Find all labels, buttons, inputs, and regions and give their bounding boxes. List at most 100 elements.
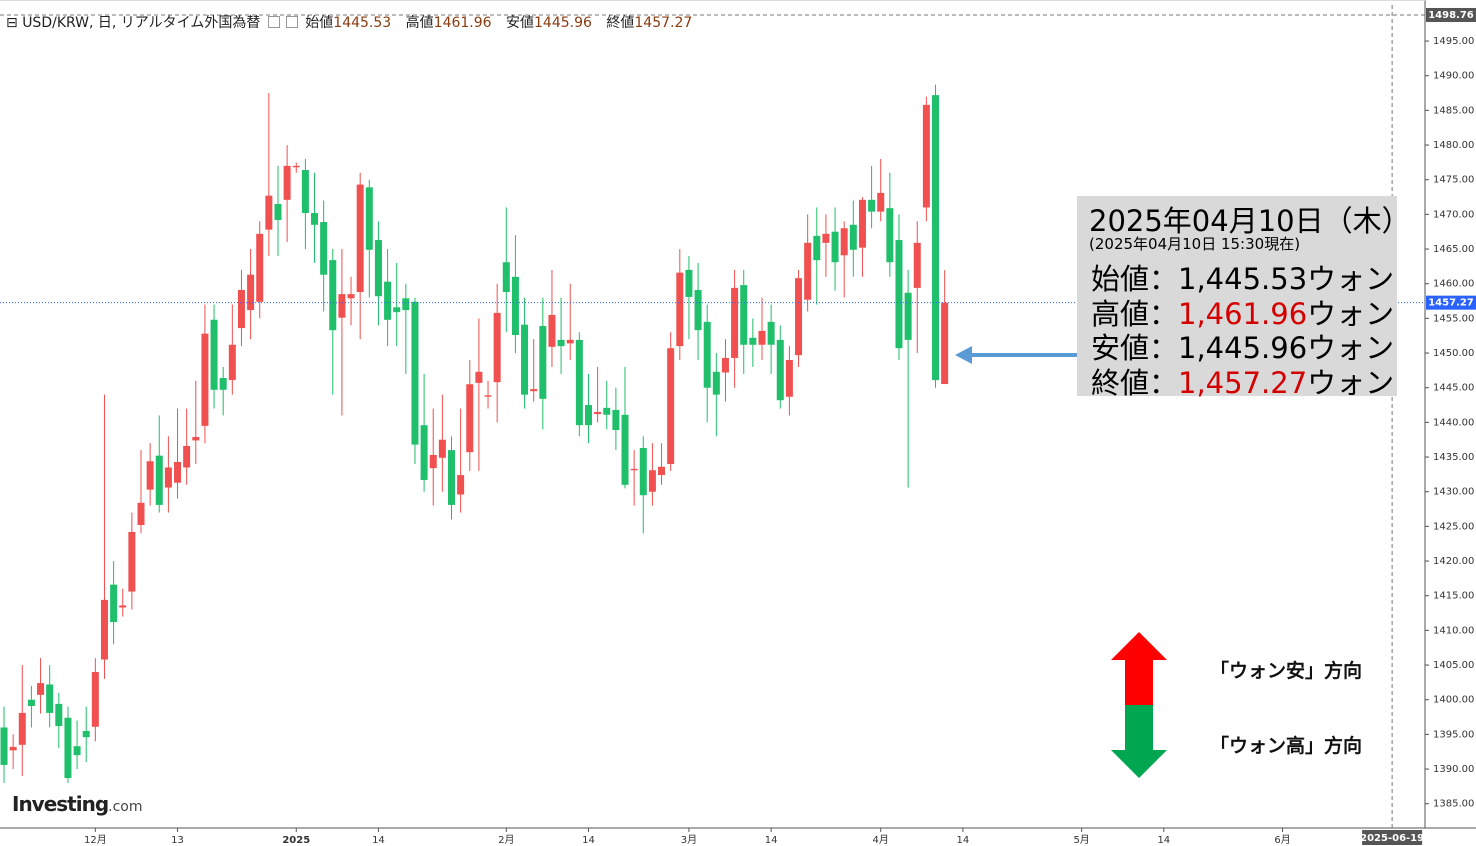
close-icon[interactable]: [285, 16, 298, 28]
candle-body: [475, 371, 483, 383]
annotation-value: 1,461.96: [1178, 296, 1308, 331]
candle-body: [283, 165, 291, 200]
ohlc-label: 安値: [506, 15, 535, 31]
annotation-unit: ウォン: [1307, 365, 1395, 400]
candle-body: [621, 414, 629, 485]
candle-body: [447, 450, 455, 505]
candle-body: [384, 281, 392, 320]
candle-body: [785, 359, 793, 397]
candle-body: [46, 684, 54, 713]
candle-body: [393, 307, 401, 313]
logo-text: Investing: [12, 792, 109, 816]
y-tick-label: 1490.00: [1433, 71, 1474, 82]
candle-body: [804, 242, 812, 300]
candle-body: [612, 409, 620, 431]
y-tick-label: 1395.00: [1433, 729, 1474, 740]
candle-body: [913, 242, 921, 288]
x-tick-label: 5月: [1073, 834, 1089, 846]
annotation-unit: ウォン: [1307, 262, 1395, 296]
candle-body: [356, 184, 364, 293]
candle-body: [73, 746, 81, 756]
candle-body: [192, 436, 200, 441]
y-tick-label: 1495.00: [1433, 36, 1474, 47]
candle-body: [685, 269, 693, 297]
candle-body: [100, 599, 108, 660]
candle-body: [694, 289, 702, 331]
candle-body: [201, 333, 209, 426]
y-tick-label: 1385.00: [1433, 799, 1474, 810]
candle-body: [237, 289, 245, 329]
candle-body: [594, 411, 602, 415]
settings-icon[interactable]: [267, 16, 280, 28]
candle-body: [311, 213, 319, 225]
candle-body: [630, 468, 638, 471]
y-tick-label: 1405.00: [1433, 660, 1474, 671]
candle-body: [658, 466, 666, 476]
candle-body: [648, 470, 656, 492]
candle-body: [667, 348, 675, 464]
y-tick-label: 1410.00: [1433, 625, 1474, 636]
candle-body: [82, 730, 90, 738]
x-tick-label: 12月: [84, 834, 107, 846]
ohlc-label: 高値: [405, 15, 434, 31]
annotation-row: 終値：1,457.27ウォン: [1091, 360, 1394, 402]
candle-body: [557, 339, 565, 347]
candle-body: [110, 584, 118, 623]
x-tick-label: 14: [582, 835, 595, 846]
annotation-label: 始値：: [1091, 262, 1179, 296]
candle-body: [721, 357, 729, 373]
y-tick-label: 1415.00: [1433, 591, 1474, 602]
candle-body: [941, 302, 949, 385]
candle-body: [219, 378, 227, 390]
annotation-row: 安値：1,445.96ウォン: [1091, 325, 1394, 367]
y-tick-label: 1485.00: [1433, 105, 1474, 116]
y-tick-label: 1460.00: [1433, 279, 1474, 290]
candle-body: [402, 298, 410, 311]
candle-body: [767, 321, 775, 345]
annotation-value: 1,445.96: [1178, 331, 1308, 365]
candle-body: [164, 467, 172, 488]
y-tick-label: 1480.00: [1433, 140, 1474, 151]
x-tick-label: 14: [765, 835, 778, 846]
x-tick-label: 6月: [1274, 834, 1290, 846]
x-tick-label: 14: [957, 835, 970, 846]
x-tick-label: 13: [171, 835, 184, 846]
up-arrow: [1111, 632, 1167, 705]
candle-body: [639, 448, 647, 496]
candle-body: [521, 324, 529, 395]
annotation-unit: ウォン: [1307, 296, 1395, 331]
ohlc-value: 1457.27: [634, 15, 693, 31]
chart-header: ⊟ USD/KRW, 日, リアルタイム外国為替 始値1445.53 高値146…: [6, 12, 702, 32]
ohlc-label: 始値: [305, 15, 334, 31]
candle-body: [831, 231, 839, 263]
candle-body: [922, 104, 930, 208]
candle-body: [813, 235, 821, 261]
candle-body: [740, 285, 748, 345]
symbol: USD/KRW, 日, リアルタイム外国為替: [22, 15, 261, 31]
candle-body: [183, 445, 191, 468]
candle-body: [758, 330, 766, 345]
annotation-subtitle: (2025年04月10日 15:30現在): [1089, 235, 1301, 253]
candle-body: [749, 337, 757, 345]
annotation-label: 高値：: [1091, 296, 1179, 331]
y-tick-label: 1420.00: [1433, 556, 1474, 567]
candle-body: [457, 475, 465, 495]
candle-body: [502, 262, 510, 293]
y-tick-label: 1435.00: [1433, 452, 1474, 463]
candle-body: [347, 294, 355, 299]
candle-body: [64, 717, 72, 779]
annotation-row: 高値：1,461.96ウォン: [1091, 291, 1394, 333]
x-tick-label: 4月: [873, 834, 889, 846]
direction-label: 「ウォン安」方向: [1210, 660, 1363, 682]
candle-body: [256, 233, 264, 302]
candle-body: [338, 294, 346, 318]
last-price-label: 1457.27: [1428, 298, 1474, 309]
x-tick-label: 2025: [282, 835, 310, 846]
candle-body: [265, 195, 273, 230]
ohlc-value: 1461.96: [433, 15, 492, 31]
candle-body: [37, 683, 45, 695]
y-tick-label: 1445.00: [1433, 383, 1474, 394]
candle-body: [511, 276, 519, 336]
logo-suffix: .com: [108, 799, 143, 815]
